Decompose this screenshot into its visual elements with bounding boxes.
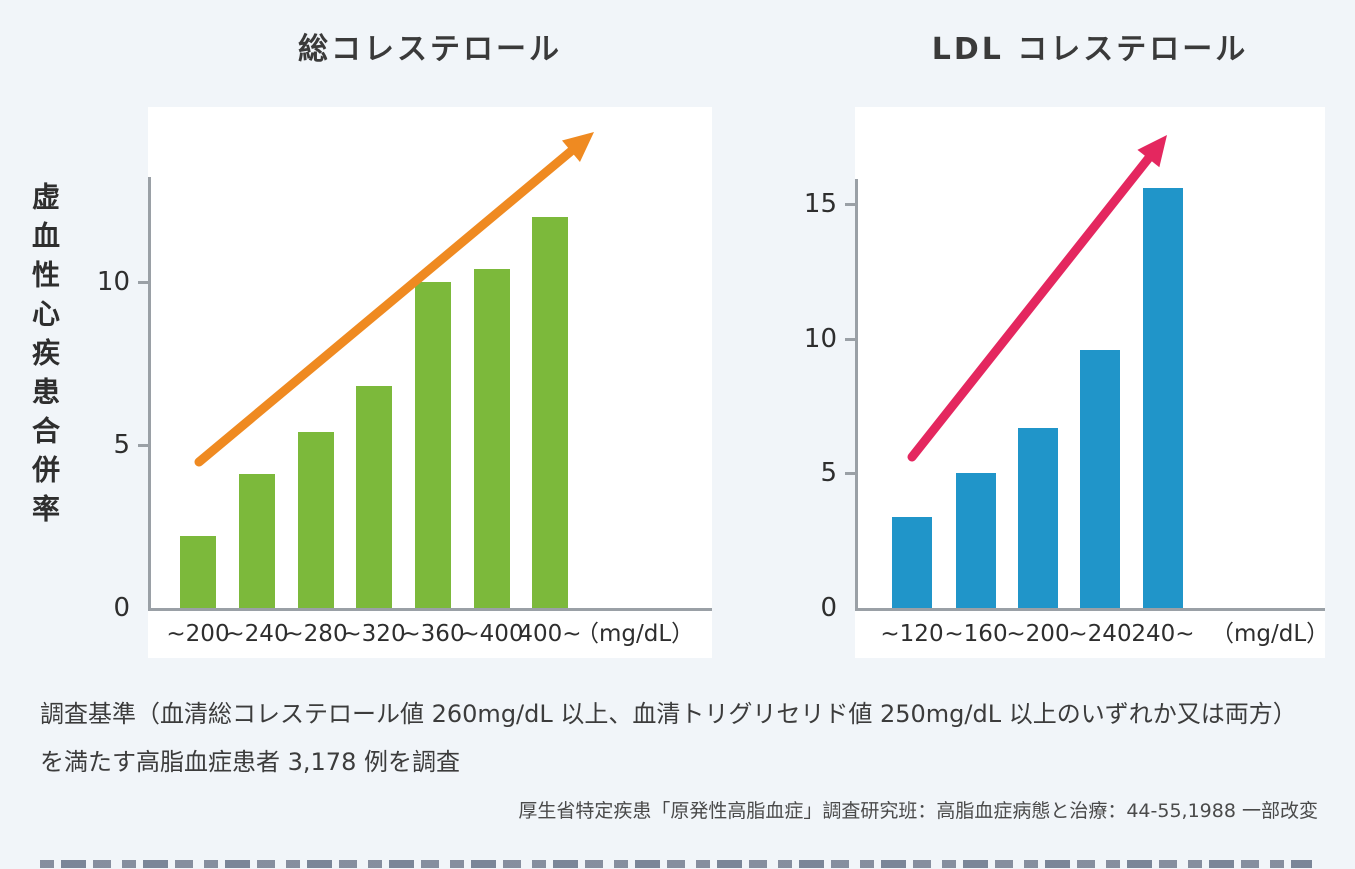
bar-400~ [532, 217, 568, 608]
bar-240~ [1143, 188, 1183, 608]
footnote-line-1: 調査基準（血清総コレステロール値 260mg/dL 以上、血清トリグリセリド値 … [40, 700, 1297, 728]
x-tick-label: ~240 [1068, 621, 1132, 647]
x-tick-label: ~120 [880, 621, 944, 647]
bar-~360 [415, 282, 451, 608]
y-tick-label: 10 [803, 324, 837, 354]
footnote-line-2: を満たす高脂血症患者 3,178 例を調査 [40, 748, 460, 776]
y-tick-label: 5 [113, 430, 130, 460]
x-tick-label: 240~ [1131, 621, 1195, 647]
chart-title-total-cholesterol: 総コレステロール [298, 32, 562, 67]
y-tick-label: 15 [803, 189, 837, 219]
y-tick-mark [845, 203, 855, 206]
x-axis [855, 608, 1325, 611]
y-tick-mark [845, 338, 855, 341]
clipped-text-strip [40, 860, 1312, 868]
plot-panel-total-cholesterol: ~200 ~240 ~280 ~320 ~360 ~400 400~ （mg/dL） [138, 107, 712, 658]
bar-~240 [1080, 350, 1120, 608]
bar-~160 [956, 473, 996, 608]
plot-panel-ldl-cholesterol: ~120 ~160 ~200 ~240 240~ （mg/dL） [845, 107, 1329, 658]
y-tick-label: 0 [820, 593, 837, 623]
x-tick-label: ~160 [944, 621, 1008, 647]
bar-~280 [298, 432, 334, 608]
x-tick-label: ~320 [342, 621, 406, 647]
x-axis-unit-label: （mg/dL） [1211, 621, 1330, 647]
bar-~200 [1018, 428, 1058, 608]
x-tick-label: ~240 [225, 621, 289, 647]
x-tick-label: 400~ [518, 621, 582, 647]
bar-~400 [474, 269, 510, 608]
bar-~200 [180, 536, 216, 608]
bar-~240 [239, 474, 275, 608]
x-tick-label: ~400 [460, 621, 524, 647]
y-axis [148, 177, 151, 611]
y-tick-mark [845, 472, 855, 475]
x-axis-unit-label: （mg/dL） [576, 621, 695, 647]
y-axis [855, 179, 858, 611]
x-axis [148, 608, 712, 611]
y-axis-title: 虚血性心疾患合併率 [28, 182, 61, 533]
y-tick-mark [138, 444, 148, 447]
footnote: 調査基準（血清総コレステロール値 260mg/dL 以上、血清トリグリセリド値 … [40, 690, 1330, 786]
bar-~120 [892, 517, 932, 608]
source-citation: 厚生省特定疾患「原発性高脂血症」調査研究班：高脂血症病態と治療：44-55,19… [518, 800, 1318, 822]
y-tick-mark [138, 281, 148, 284]
y-tick-label: 5 [820, 458, 837, 488]
x-tick-label: ~280 [284, 621, 348, 647]
trend-arrow [907, 135, 1167, 462]
x-tick-label: ~360 [401, 621, 465, 647]
bar-~320 [356, 386, 392, 608]
y-tick-label: 0 [113, 593, 130, 623]
chart-title-ldl-cholesterol: LDL コレステロール [931, 32, 1249, 67]
x-tick-label: ~200 [166, 621, 230, 647]
x-tick-label: ~200 [1006, 621, 1070, 647]
y-tick-label: 10 [96, 267, 130, 297]
trend-arrow [194, 132, 594, 467]
